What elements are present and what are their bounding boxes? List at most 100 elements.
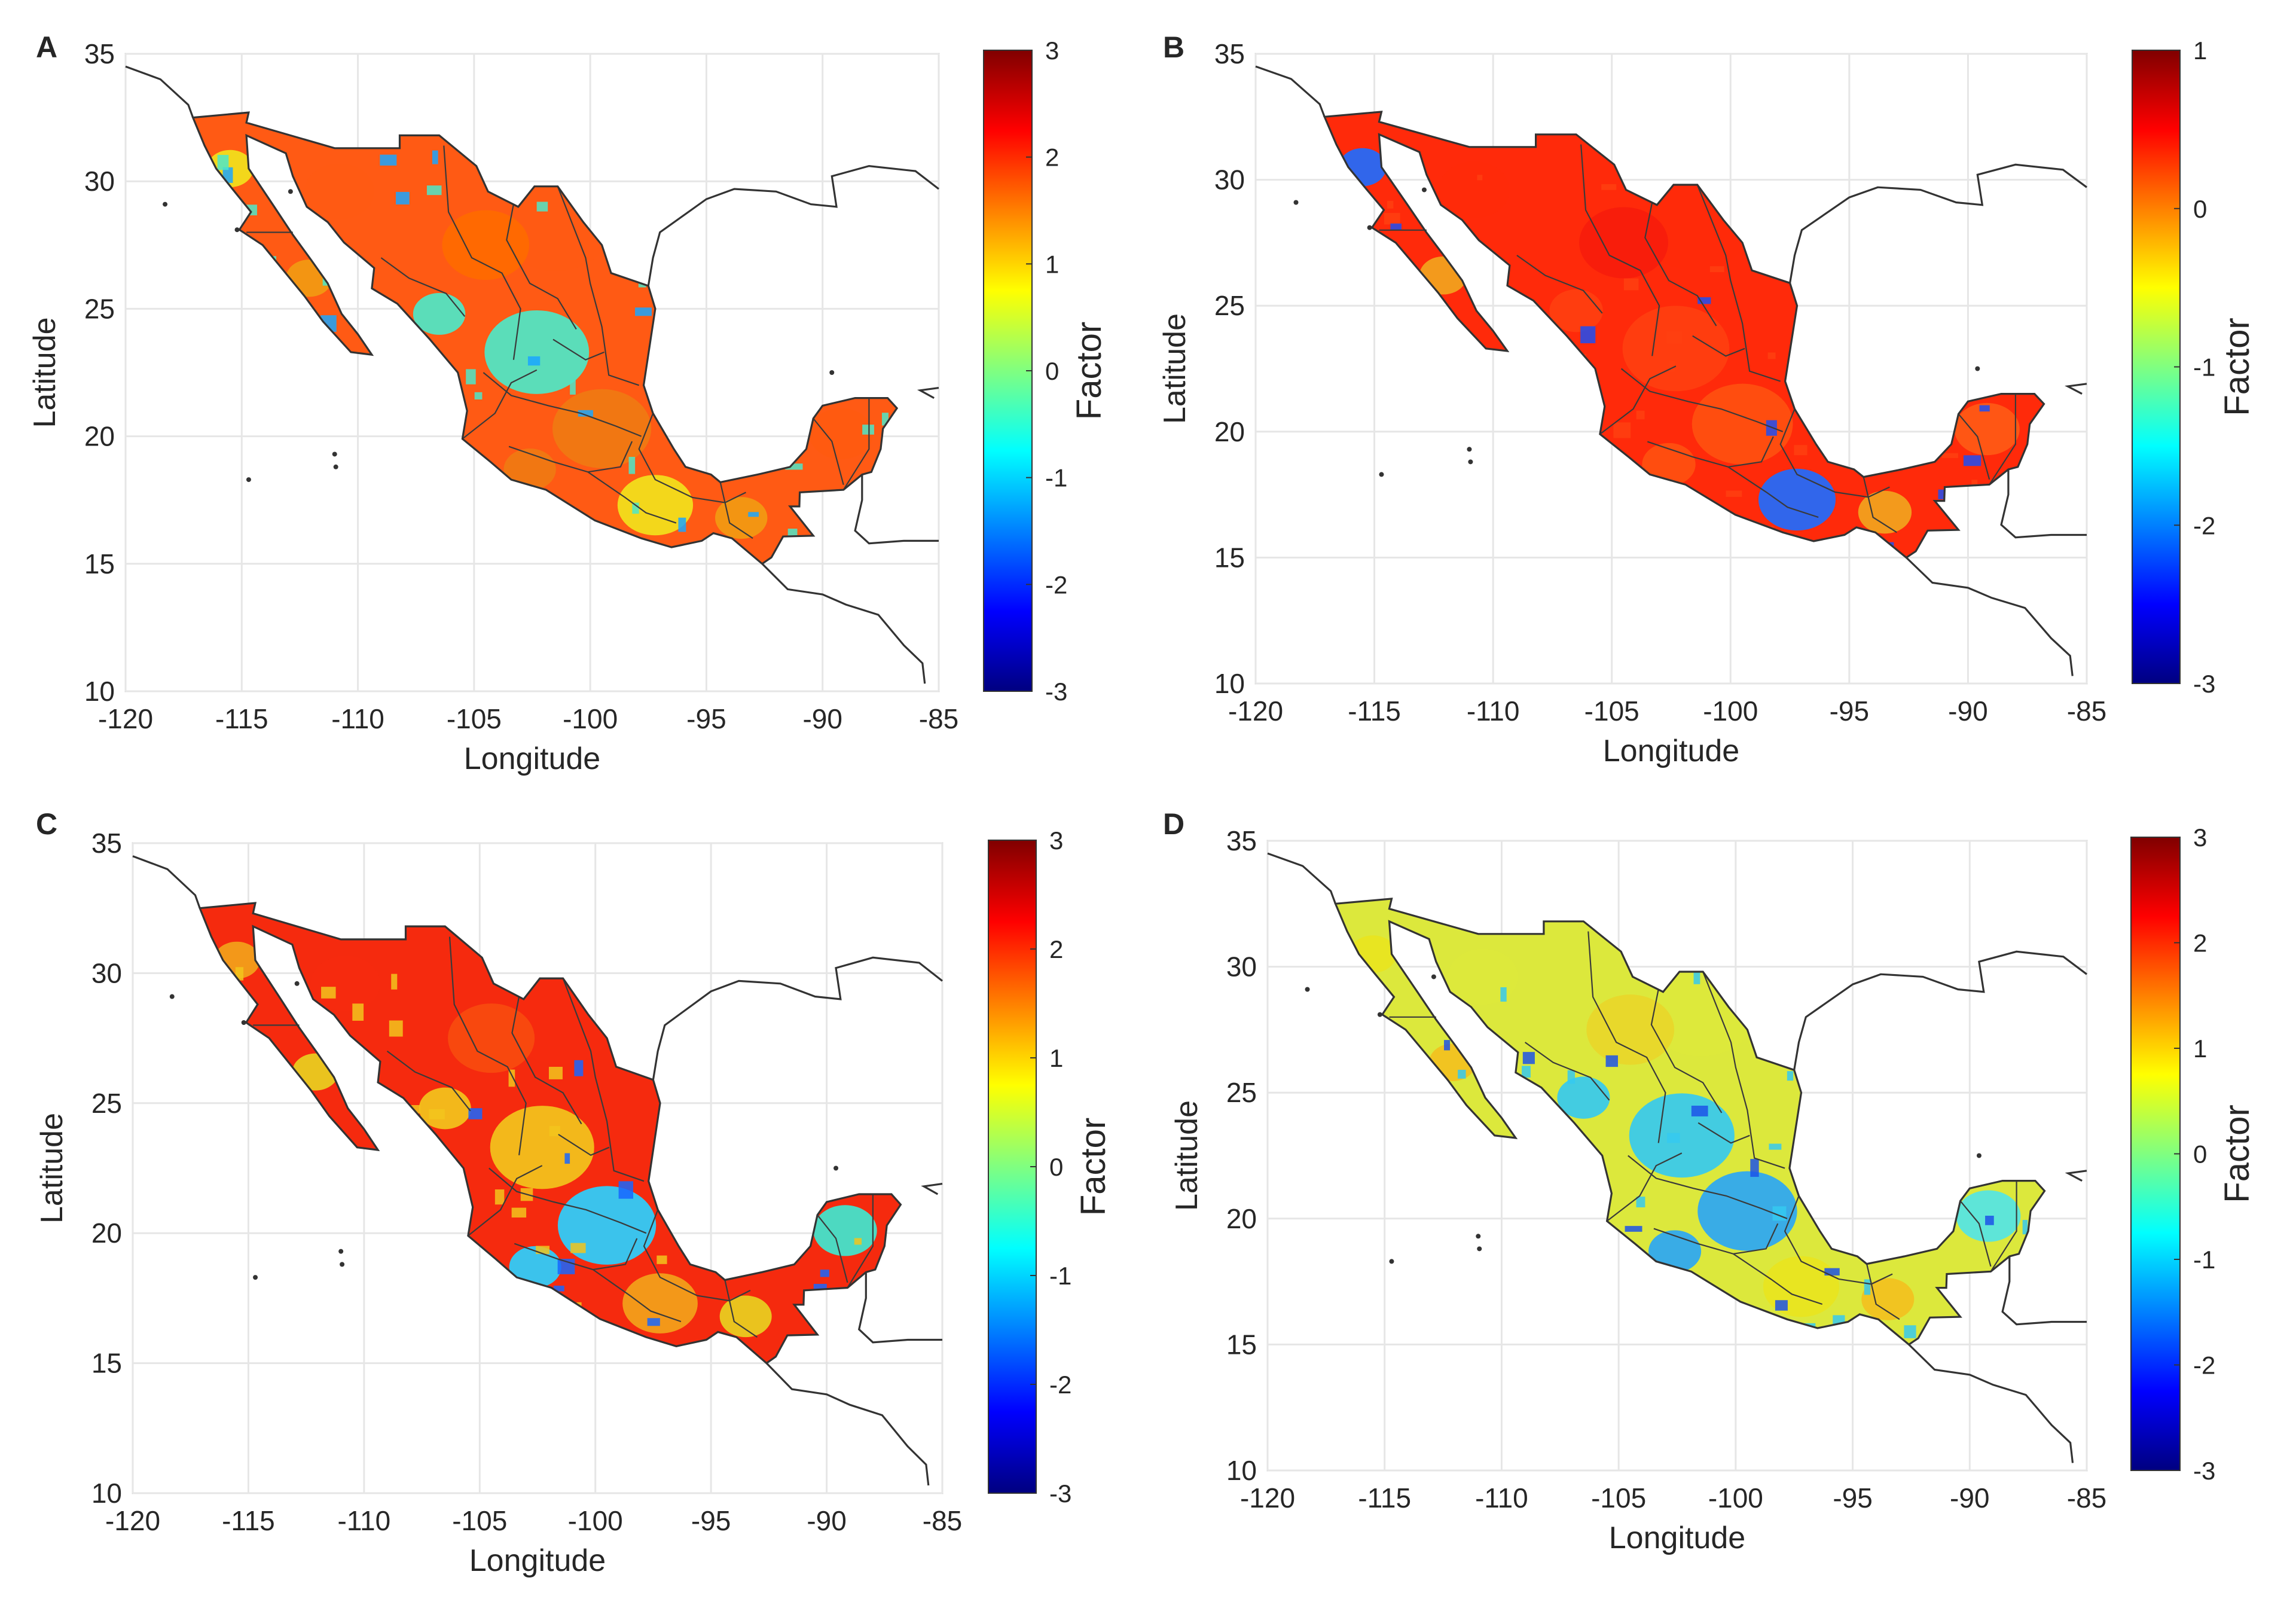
factor-region-south bbox=[552, 389, 652, 468]
colorbar-tick-label: 1 bbox=[1049, 1044, 1063, 1072]
island bbox=[246, 477, 251, 483]
state-border bbox=[1863, 477, 1897, 533]
state-border bbox=[1692, 335, 1745, 357]
factor-cell bbox=[854, 1238, 862, 1245]
factor-cell bbox=[429, 1109, 445, 1119]
factor-cell bbox=[2022, 1220, 2028, 1235]
state-border bbox=[1516, 255, 1603, 314]
x-tick-label: -100 bbox=[568, 1505, 623, 1536]
state-border bbox=[1784, 1195, 1893, 1285]
factor-cell bbox=[632, 502, 639, 514]
y-tick-label: 25 bbox=[84, 293, 115, 324]
coastline bbox=[1255, 65, 1326, 117]
colorbar-tick-label: -1 bbox=[1049, 1262, 1071, 1290]
y-axis-title: Latitude bbox=[28, 317, 62, 428]
factor-region-baja-south bbox=[1858, 490, 1912, 534]
factor-region-south bbox=[1697, 1171, 1797, 1251]
factor-region-yucatan bbox=[809, 408, 874, 460]
y-axis-title: Latitude bbox=[1158, 313, 1192, 424]
factor-cell bbox=[1904, 1325, 1916, 1338]
factor-cell bbox=[570, 1243, 586, 1253]
island bbox=[253, 1275, 258, 1280]
colorbar-tick-label: 0 bbox=[1049, 1153, 1063, 1181]
coastline bbox=[2065, 1170, 2087, 1182]
factor-region-central bbox=[484, 310, 590, 394]
island bbox=[1976, 1153, 1981, 1158]
x-tick-label: -95 bbox=[686, 703, 726, 734]
factor-cell bbox=[549, 1125, 560, 1137]
state-border bbox=[552, 338, 604, 361]
y-tick-label: 15 bbox=[91, 1348, 122, 1379]
y-tick-label: 20 bbox=[1214, 416, 1245, 447]
factor-cell bbox=[647, 1318, 660, 1326]
factor-region-baja-north bbox=[617, 475, 694, 536]
coastline bbox=[1789, 163, 2087, 283]
y-tick-label: 20 bbox=[91, 1218, 122, 1249]
factor-cell bbox=[1605, 1055, 1618, 1067]
state-border bbox=[643, 1209, 751, 1302]
panel-letter: A bbox=[36, 30, 57, 64]
colorbar-tick-label: -2 bbox=[1045, 570, 1067, 599]
factor-region-ne bbox=[1586, 994, 1675, 1065]
state-border bbox=[1599, 365, 1677, 435]
x-tick-label: -105 bbox=[452, 1505, 507, 1536]
colorbar bbox=[2130, 837, 2181, 1471]
coastline bbox=[1793, 950, 2087, 1070]
island bbox=[1975, 366, 1980, 371]
coastline bbox=[917, 387, 939, 399]
factor-cell bbox=[1693, 966, 1700, 984]
y-tick-label: 35 bbox=[1226, 825, 1257, 856]
state-border bbox=[562, 978, 645, 1182]
y-tick-label: 30 bbox=[1214, 164, 1245, 196]
x-tick-label: -110 bbox=[331, 703, 384, 734]
factor-cell bbox=[508, 1069, 515, 1087]
factor-cell bbox=[1567, 1070, 1576, 1084]
state-border bbox=[638, 413, 746, 504]
factor-cell bbox=[657, 1255, 667, 1264]
x-tick-label: -110 bbox=[1467, 695, 1520, 727]
colorbar-tick-label: 3 bbox=[1049, 826, 1063, 855]
state-border bbox=[587, 471, 677, 524]
colorbar-tick-label: 0 bbox=[1045, 357, 1059, 385]
island bbox=[294, 981, 300, 986]
factor-region-ne bbox=[1579, 207, 1669, 279]
factor-region-ne bbox=[448, 1003, 535, 1073]
coastline bbox=[1906, 557, 2074, 676]
state-border bbox=[842, 398, 870, 490]
state-border bbox=[1727, 466, 1819, 518]
factor-cell bbox=[1697, 297, 1711, 304]
colorbar-title: Factor bbox=[2218, 318, 2257, 416]
x-axis-title: Longitude bbox=[469, 1543, 606, 1578]
coastline bbox=[2000, 469, 2087, 539]
colorbar-tick-label: 2 bbox=[1045, 144, 1059, 172]
x-axis-title: Longitude bbox=[1609, 1521, 1745, 1555]
x-tick-label: -95 bbox=[1830, 695, 1869, 727]
factor-cell bbox=[1522, 1052, 1535, 1064]
factor-region-nw bbox=[1438, 161, 1510, 219]
colorbar-tick-label: -3 bbox=[1049, 1479, 1071, 1508]
factor-cell bbox=[1477, 175, 1483, 181]
factor-region-baja-south bbox=[715, 497, 768, 539]
x-tick-label: -95 bbox=[1833, 1482, 1872, 1514]
x-tick-label: -85 bbox=[2067, 695, 2106, 727]
x-tick-label: -120 bbox=[98, 703, 153, 734]
factor-cell bbox=[678, 517, 686, 532]
factor-cell bbox=[426, 185, 442, 196]
factor-cell bbox=[564, 1153, 570, 1164]
panel-letter: B bbox=[1163, 30, 1184, 64]
y-tick-label: 25 bbox=[1226, 1077, 1257, 1108]
colorbar-tick-label: 0 bbox=[2193, 195, 2207, 223]
state-border bbox=[593, 1269, 682, 1323]
factor-cell bbox=[1709, 266, 1724, 273]
mexico-outline bbox=[1334, 898, 2046, 1346]
factor-cell bbox=[1864, 1279, 1871, 1295]
factor-cell bbox=[389, 1020, 403, 1037]
coastline bbox=[854, 474, 939, 545]
factor-region-south bbox=[509, 1246, 561, 1288]
factor-region-central bbox=[1622, 306, 1730, 392]
state-border bbox=[1990, 1180, 2017, 1272]
factor-region-south bbox=[503, 448, 556, 491]
island bbox=[1367, 225, 1372, 230]
factor-cell bbox=[1387, 200, 1394, 209]
factor-cell bbox=[1613, 422, 1631, 438]
